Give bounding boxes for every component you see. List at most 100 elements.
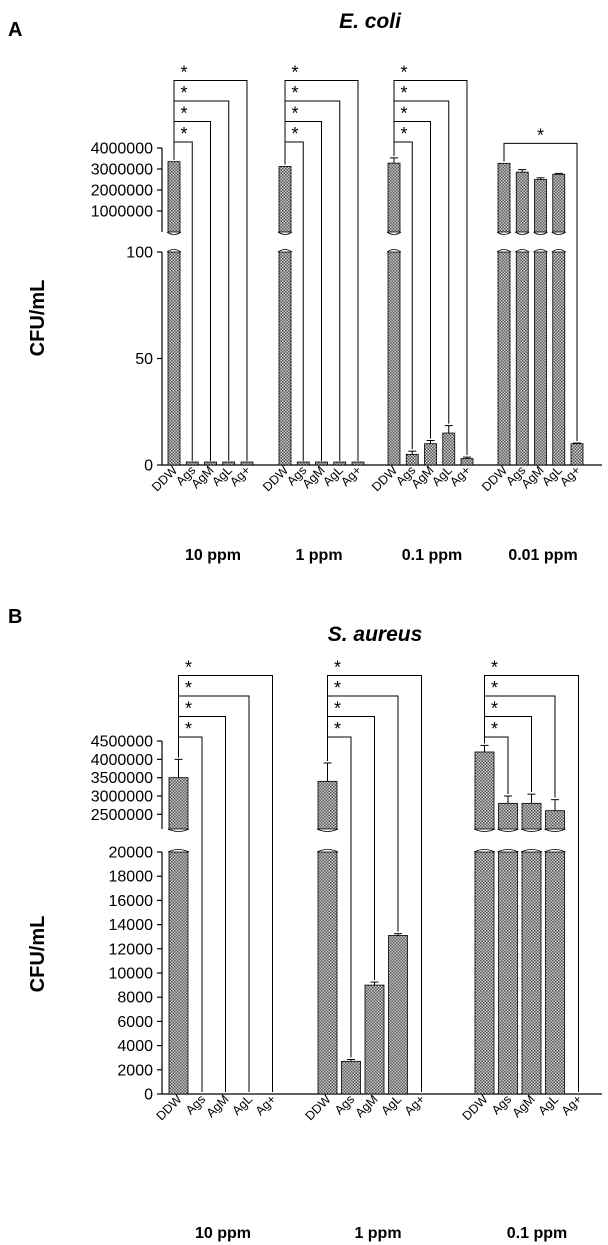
panel-a-group-label: 1 ppm [295, 547, 342, 564]
panel-a-y-axis-label: CFU/mL [27, 280, 49, 357]
panel-b-category-label: Ags [489, 1092, 514, 1117]
panel-a-plot: 0501001000000200000030000004000000DDWAgs… [91, 63, 602, 564]
panel-a-group-label: 10 ppm [185, 547, 241, 564]
panel-a-bar-break [551, 249, 566, 253]
panel-b-y-tick-label: 3500000 [91, 770, 153, 787]
panel-b-category-label: AgM [510, 1092, 538, 1120]
panel-b-bar [341, 1060, 361, 1095]
panel-a-group-label: 0.01 ppm [508, 547, 577, 564]
panel-b-y-tick-label: 4000 [117, 1038, 153, 1055]
panel-a-y-tick-label: 1000000 [91, 204, 153, 221]
panel-b-category-label: AgL [229, 1092, 255, 1118]
panel-a-y-tick-label: 2000000 [91, 183, 153, 200]
panel-b-y-tick-label: 14000 [109, 917, 154, 934]
panel-b-bar-break [316, 849, 339, 853]
panel-a-bar [167, 161, 181, 233]
panel-b-category-label: Ag+ [559, 1092, 585, 1118]
panel-b-bar-break [316, 828, 339, 832]
panel-a-bar [296, 461, 310, 466]
panel-b-bar-break [520, 828, 543, 832]
panel-a-significance-star: * [400, 83, 407, 103]
panel-b-bar-break [520, 849, 543, 853]
panel-b-bar-break [167, 828, 190, 832]
panel-a-significance-bracket [173, 100, 230, 461]
panel-b-bar-break [473, 849, 496, 853]
panel-a-significance-star: * [400, 124, 407, 144]
panel-b-bar [545, 810, 565, 830]
panel-b-y-tick-label: 18000 [109, 869, 154, 886]
panel-a-bar-break [277, 231, 293, 235]
panel-a-bar [570, 443, 584, 466]
panel-a-bar-break [515, 249, 530, 253]
panel-b-bar-lower [521, 851, 542, 1095]
panel-a-significance-bracket [284, 80, 359, 461]
panel-a-category-label: Ag+ [227, 463, 253, 489]
panel-b-significance-star: * [491, 719, 498, 739]
panel-a-bar-break [496, 249, 512, 253]
panel-a-y-tick-label: 100 [126, 245, 153, 262]
panel-b-y-axis-label: CFU/mL [27, 916, 49, 993]
panel-b-significance-star: * [491, 699, 498, 719]
panel-b-significance-star: * [334, 658, 341, 678]
panel-b-plot: 0 2000 4000 6000 8000 10000 12000 14000 16000 180… [91, 658, 602, 1242]
panel-a-bar-lower [387, 251, 401, 466]
panel-a-bar [315, 461, 328, 466]
panel-b-significance-star: * [334, 719, 341, 739]
panel-b-category-label: Ag+ [402, 1092, 428, 1118]
panel-b-bar [168, 777, 189, 830]
panel-a-bar-lower [515, 251, 529, 466]
panel-b-letter: B [8, 606, 22, 628]
panel-a-bar-break [386, 249, 402, 253]
panel-a-bar [185, 461, 199, 466]
panel-b-y-tick-label: 0 [144, 1087, 153, 1104]
panel-b-significance-star: * [491, 678, 498, 698]
panel-a-bar [278, 166, 292, 233]
panel-a-bar-break [166, 231, 182, 235]
panel-a-y-tick-label: 50 [135, 351, 153, 368]
panel-a-bar-break [277, 249, 293, 253]
panel-a-significance-star: * [180, 63, 187, 83]
panel-b-bar-lower [317, 851, 338, 1095]
panel-b-bar-break [544, 828, 566, 832]
panel-b-title: S. aureus [328, 623, 423, 646]
panel-b-significance-star: * [334, 699, 341, 719]
panel-a-bar [387, 162, 401, 233]
panel-b-y-tick-label: 3000000 [91, 789, 153, 806]
panel-a-bar-lower [534, 251, 547, 466]
panel-a-significance-star: * [291, 63, 298, 83]
panel-b-significance-bracket [327, 675, 422, 1092]
panel-b-category-label: AgM [204, 1092, 232, 1120]
panel-b-y-tick-label: 4000000 [91, 752, 153, 769]
panel-b-significance-bracket [178, 695, 250, 1092]
panel-a-bar [351, 461, 365, 466]
panel-a-bar-break [551, 231, 566, 235]
panel-a-title: E. coli [339, 10, 402, 33]
panel-a-significance-bracket [393, 80, 468, 456]
panel-a-significance-star: * [291, 104, 298, 124]
panel-a-bar [497, 162, 511, 233]
panel-a-significance-star: * [180, 104, 187, 124]
panel-b-y-tick-label: 12000 [109, 941, 154, 958]
panel-b-significance-star: * [185, 719, 192, 739]
panel-b-category-label: AgL [378, 1092, 404, 1118]
panel-b-bar [474, 751, 495, 830]
panel-b-bar-lower [168, 851, 189, 1095]
panel-a-bar-lower [167, 251, 181, 466]
panel-b-bar [388, 935, 408, 1095]
panel-a-bar [534, 179, 547, 233]
panel-a-bar [424, 443, 437, 466]
panel-b-significance-star: * [185, 678, 192, 698]
panel-b-y-tick-label: 4500000 [91, 734, 153, 751]
panel-a-significance-star: * [180, 83, 187, 103]
panel-b-category-label: Ags [183, 1092, 208, 1117]
panel-a-bar-lower [497, 251, 511, 466]
panel-a-significance-bracket [503, 142, 578, 442]
panel-b-group-label: 10 ppm [195, 1225, 251, 1242]
panel-a-significance-star: * [400, 63, 407, 83]
panel-b-y-tick-label: 2500000 [91, 807, 153, 824]
panel-a-y-tick-label: 0 [144, 458, 153, 475]
panel-a-bar-break [386, 231, 402, 235]
panel-a-significance-bracket [284, 100, 341, 461]
panel-b-y-tick-label: 6000 [117, 1014, 153, 1031]
